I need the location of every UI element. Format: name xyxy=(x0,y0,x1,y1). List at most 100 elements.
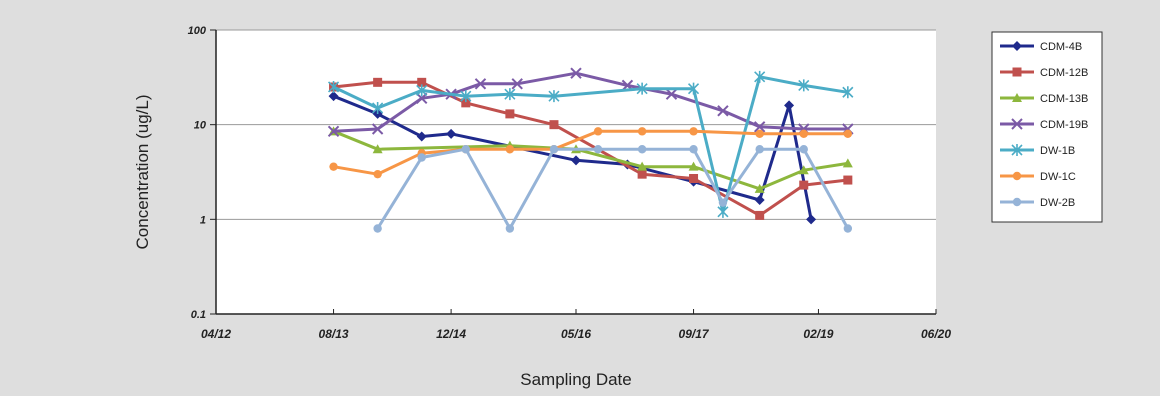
data-point-cdm-13b xyxy=(798,165,809,175)
data-point-cdm-4b xyxy=(328,91,339,102)
legend-label: DW-2B xyxy=(1040,197,1075,209)
data-point-cdm-13b xyxy=(372,144,383,154)
legend-item-cdm-19b: CDM-19B xyxy=(1000,118,1088,131)
data-point-cdm-4b xyxy=(784,100,795,111)
y-axis-title: Concentration (ug/L) xyxy=(133,95,152,250)
data-point-dw-1b xyxy=(717,205,729,218)
data-point-dw-1b xyxy=(636,82,648,95)
series-line-dw-1b xyxy=(332,75,849,214)
series-layer xyxy=(327,67,854,233)
legend-marker xyxy=(1012,171,1022,181)
x-tick-label: 06/20 xyxy=(921,327,951,341)
data-point-cdm-13b xyxy=(842,158,853,168)
x-tick-label: 04/12 xyxy=(201,327,231,341)
legend-label: DW-1C xyxy=(1040,171,1076,183)
legend-label: CDM-12B xyxy=(1040,67,1088,79)
data-point-dw-2b xyxy=(755,145,764,154)
series-cdm-19b xyxy=(327,67,854,138)
data-point-dw-2b xyxy=(417,153,426,162)
data-point-dw-2b xyxy=(799,145,808,154)
legend-item-dw-1c: DW-1C xyxy=(1000,171,1076,183)
data-point-cdm-4b xyxy=(446,128,457,139)
data-point-cdm-12b xyxy=(373,77,383,87)
legend-item-cdm-4b: CDM-4B xyxy=(1000,41,1082,53)
data-point-cdm-4b xyxy=(754,195,765,206)
data-point-dw-1b xyxy=(798,79,810,92)
legend-item-cdm-13b: CDM-13B xyxy=(1000,93,1088,105)
legend: CDM-4B CDM-12B CDM-13B CDM-19B DW-1B DW-1C DW-… xyxy=(991,31,1103,223)
data-point-dw-1c xyxy=(505,145,515,154)
data-point-dw-1c xyxy=(637,127,647,136)
data-point-cdm-12b xyxy=(461,98,471,108)
data-point-dw-1c xyxy=(593,127,603,136)
data-point-cdm-4b xyxy=(806,214,817,225)
data-point-cdm-13b xyxy=(637,161,648,171)
legend-item-dw-1b: DW-1B xyxy=(1000,144,1075,157)
data-point-cdm-13b xyxy=(688,161,699,171)
series-line-dw-2b xyxy=(376,147,850,230)
series-dw-2b xyxy=(373,145,853,233)
legend-label: DW-1B xyxy=(1040,145,1075,157)
x-axis-title: Sampling Date xyxy=(520,370,632,389)
data-point-cdm-12b xyxy=(549,120,559,130)
data-point-cdm-19b xyxy=(570,67,582,79)
series-dw-1b xyxy=(327,70,854,218)
data-point-cdm-12b xyxy=(505,109,515,119)
data-point-cdm-19b xyxy=(474,78,487,90)
data-point-dw-1b xyxy=(327,80,340,93)
data-point-dw-1c xyxy=(799,129,808,139)
data-point-dw-1c xyxy=(373,169,382,179)
data-point-cdm-4b xyxy=(416,131,427,142)
data-point-cdm-19b xyxy=(416,92,428,104)
legend-marker xyxy=(1012,93,1022,102)
data-point-dw-2b xyxy=(718,198,728,207)
data-point-cdm-12b xyxy=(843,175,853,185)
data-point-dw-1b xyxy=(416,84,428,97)
data-point-cdm-4b xyxy=(571,155,581,166)
data-point-cdm-19b xyxy=(371,123,384,135)
legend-marker xyxy=(1011,118,1023,130)
series-line-dw-1c xyxy=(333,129,848,176)
legend-item-dw-2b: DW-2B xyxy=(1000,197,1075,209)
legend-label: CDM-13B xyxy=(1040,93,1088,105)
data-point-dw-2b xyxy=(637,145,647,154)
x-tick-label: 12/14 xyxy=(436,327,466,341)
data-point-dw-1c xyxy=(689,127,698,136)
legend-box xyxy=(991,31,1103,223)
legend-marker xyxy=(1012,197,1022,207)
data-point-dw-2b xyxy=(689,145,698,154)
data-point-cdm-19b xyxy=(511,78,523,90)
x-tick-label: 02/19 xyxy=(803,327,833,341)
data-point-dw-2b xyxy=(505,224,515,233)
data-point-cdm-19b xyxy=(327,125,340,138)
y-tick-label: 1 xyxy=(200,214,206,226)
legend-marker xyxy=(1012,67,1022,77)
data-point-cdm-13b xyxy=(754,183,765,193)
data-point-dw-1b xyxy=(460,90,472,103)
data-point-cdm-12b xyxy=(689,173,699,183)
data-point-cdm-19b xyxy=(665,88,678,100)
y-tick-label: 0.1 xyxy=(191,309,206,321)
data-point-dw-2b xyxy=(593,145,603,154)
legend-item-cdm-12b: CDM-12B xyxy=(1000,67,1088,79)
data-point-dw-1c xyxy=(755,129,764,139)
data-point-dw-1b xyxy=(754,70,766,83)
data-point-cdm-19b xyxy=(753,121,766,133)
data-point-dw-2b xyxy=(461,145,470,154)
data-point-dw-1b xyxy=(842,86,854,99)
data-point-dw-2b xyxy=(373,224,382,233)
series-cdm-12b xyxy=(329,77,853,220)
data-point-cdm-19b xyxy=(717,105,729,117)
legend-label: CDM-19B xyxy=(1040,119,1088,131)
data-point-dw-1c xyxy=(843,129,853,139)
legend-label: CDM-4B xyxy=(1040,41,1082,53)
data-point-dw-1b xyxy=(548,90,560,103)
data-point-cdm-12b xyxy=(417,77,427,87)
x-tick-label: 09/17 xyxy=(679,327,710,341)
data-point-cdm-12b xyxy=(755,210,765,220)
data-point-dw-1b xyxy=(687,82,700,95)
data-point-dw-2b xyxy=(549,145,559,154)
y-tick-label: 100 xyxy=(188,25,207,37)
